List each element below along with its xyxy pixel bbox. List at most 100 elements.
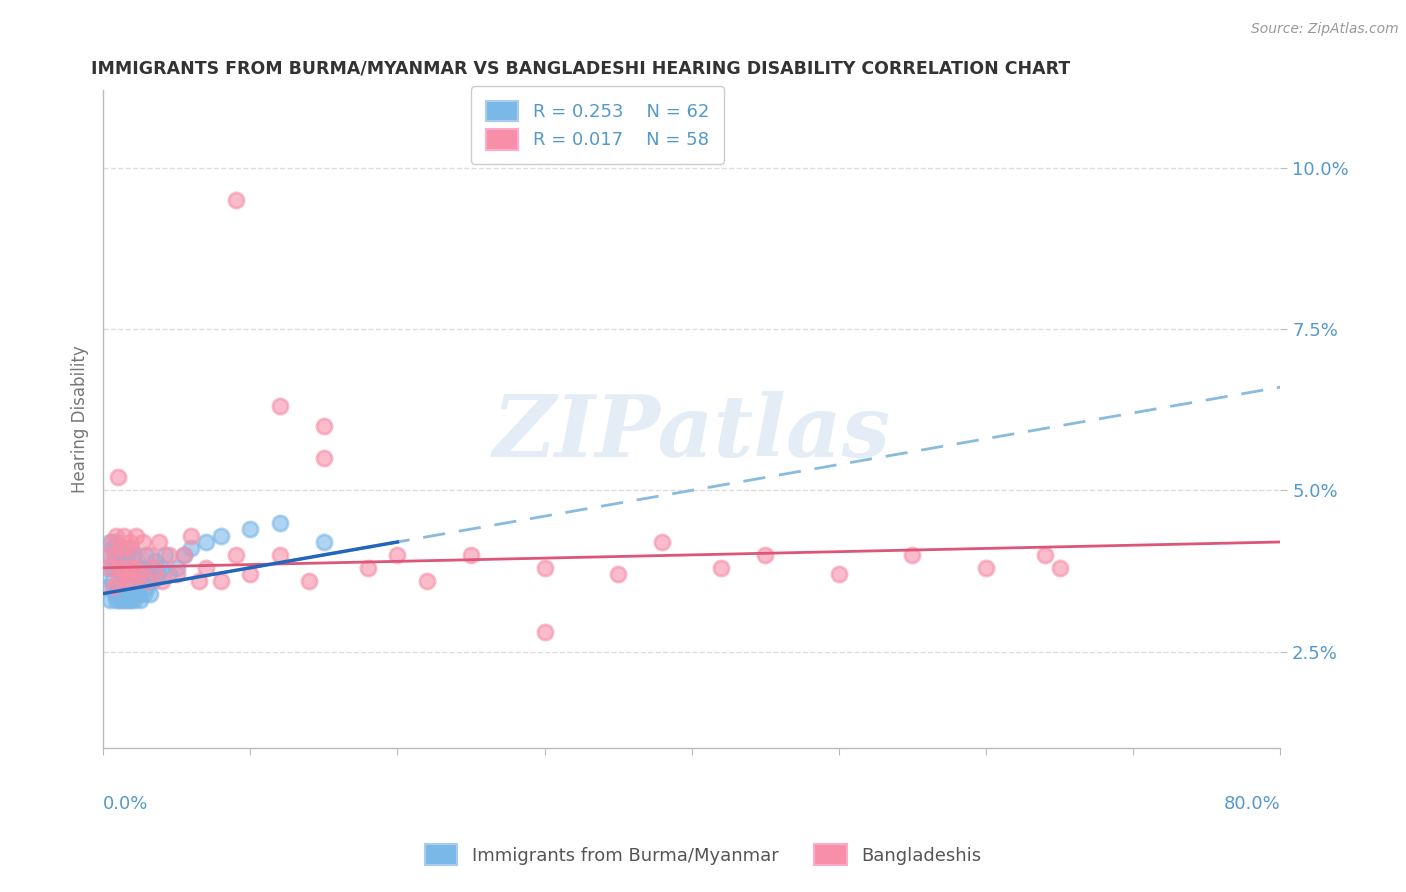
Point xyxy=(150,574,173,588)
Point xyxy=(239,522,262,536)
Point xyxy=(225,548,247,562)
Point xyxy=(100,561,122,575)
Point xyxy=(96,548,118,562)
Point xyxy=(225,193,247,207)
Point xyxy=(125,561,148,575)
Point xyxy=(157,548,180,562)
Point xyxy=(124,528,146,542)
Point xyxy=(127,586,149,600)
Point xyxy=(187,574,209,588)
Point xyxy=(195,535,218,549)
Point xyxy=(98,548,121,562)
Point xyxy=(129,593,152,607)
Point xyxy=(533,625,555,640)
Point xyxy=(312,535,335,549)
Point xyxy=(754,548,776,562)
Point xyxy=(166,567,188,582)
Point xyxy=(103,541,125,556)
Point xyxy=(118,535,141,549)
Point xyxy=(107,561,129,575)
Point xyxy=(143,554,166,568)
Point xyxy=(533,561,555,575)
Point xyxy=(136,574,159,588)
Point xyxy=(298,574,321,588)
Point xyxy=(94,561,117,575)
Point xyxy=(122,574,145,588)
Point xyxy=(110,541,132,556)
Point xyxy=(111,593,134,607)
Point xyxy=(108,593,131,607)
Point xyxy=(104,586,127,600)
Point xyxy=(110,567,132,582)
Point xyxy=(139,548,162,562)
Point xyxy=(901,548,924,562)
Point xyxy=(114,567,136,582)
Point xyxy=(107,580,129,594)
Point xyxy=(651,535,673,549)
Point xyxy=(180,528,202,542)
Point xyxy=(103,561,125,575)
Point xyxy=(357,561,380,575)
Point xyxy=(269,400,291,414)
Point xyxy=(120,541,142,556)
Point xyxy=(103,580,125,594)
Point xyxy=(134,586,156,600)
Point xyxy=(129,567,152,582)
Point xyxy=(101,535,124,549)
Point xyxy=(100,535,122,549)
Point xyxy=(416,574,439,588)
Point xyxy=(148,535,170,549)
Point xyxy=(108,548,131,562)
Point xyxy=(195,561,218,575)
Point xyxy=(112,561,135,575)
Point xyxy=(136,580,159,594)
Text: 80.0%: 80.0% xyxy=(1223,795,1281,813)
Point xyxy=(269,516,291,530)
Legend: Immigrants from Burma/Myanmar, Bangladeshis: Immigrants from Burma/Myanmar, Banglades… xyxy=(416,835,990,874)
Point xyxy=(114,548,136,562)
Point xyxy=(312,418,335,433)
Point xyxy=(132,535,155,549)
Point xyxy=(115,567,138,582)
Point xyxy=(166,561,188,575)
Point xyxy=(209,574,232,588)
Point xyxy=(141,561,163,575)
Point xyxy=(138,567,160,582)
Point xyxy=(387,548,409,562)
Point xyxy=(112,586,135,600)
Point xyxy=(115,541,138,556)
Point xyxy=(131,574,153,588)
Y-axis label: Hearing Disability: Hearing Disability xyxy=(72,345,89,493)
Point xyxy=(142,574,165,588)
Point xyxy=(153,548,176,562)
Point xyxy=(105,593,128,607)
Point xyxy=(105,535,128,549)
Point xyxy=(710,561,733,575)
Point xyxy=(132,561,155,575)
Point xyxy=(118,561,141,575)
Point xyxy=(114,593,136,607)
Point xyxy=(110,586,132,600)
Point xyxy=(105,528,128,542)
Point xyxy=(117,593,139,607)
Point xyxy=(111,548,134,562)
Point xyxy=(157,567,180,582)
Point xyxy=(124,580,146,594)
Point xyxy=(125,561,148,575)
Point xyxy=(239,567,262,582)
Point xyxy=(173,548,195,562)
Point xyxy=(100,593,122,607)
Point xyxy=(607,567,630,582)
Point xyxy=(828,567,851,582)
Point xyxy=(1049,561,1071,575)
Point xyxy=(101,574,124,588)
Point xyxy=(269,548,291,562)
Point xyxy=(112,528,135,542)
Point xyxy=(104,548,127,562)
Point xyxy=(117,548,139,562)
Point xyxy=(146,567,169,582)
Point xyxy=(122,548,145,562)
Point xyxy=(118,586,141,600)
Point xyxy=(96,580,118,594)
Text: ZIPatlas: ZIPatlas xyxy=(492,391,891,475)
